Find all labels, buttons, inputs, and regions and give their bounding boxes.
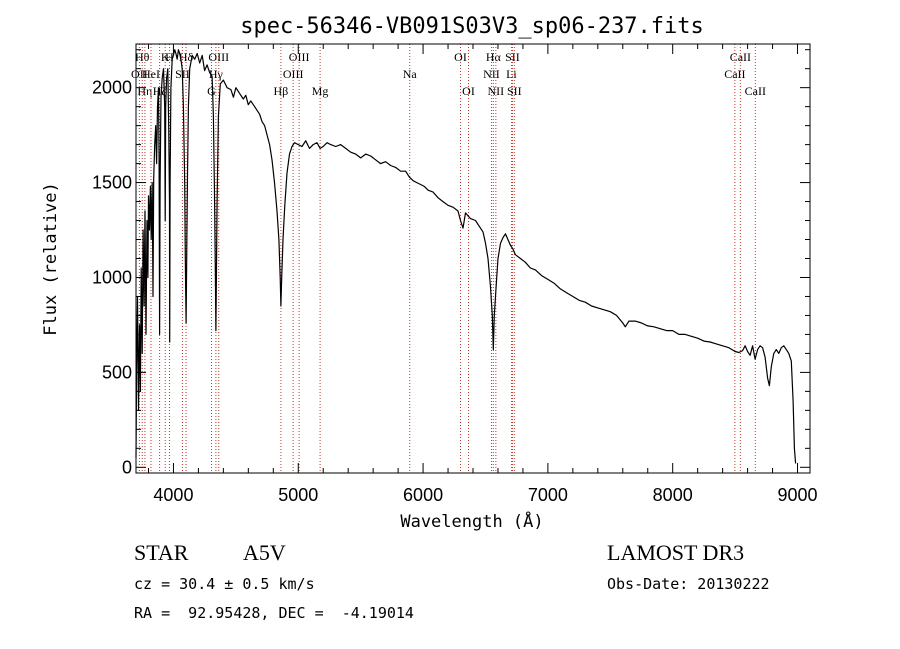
y-tick-label: 500	[102, 362, 132, 382]
x-tick-label: 8000	[653, 485, 693, 505]
spectral-line-label: Li	[506, 67, 517, 81]
spectral-line-label: OI	[454, 50, 467, 64]
chart-title: spec-56346-VB091S03V3_sp06-237.fits	[240, 14, 704, 39]
spectral-line-label: CaII	[730, 50, 751, 64]
x-axis-label: Wavelength (Å)	[400, 510, 543, 532]
spectrum-line	[135, 49, 797, 464]
coordinates: RA = 92.95428, DEC = -4.19014	[134, 604, 414, 622]
spectral-line-label: K	[161, 50, 170, 64]
survey-name: LAMOST DR3	[607, 540, 745, 565]
x-tick-label: 4000	[153, 485, 193, 505]
x-tick-label: 6000	[403, 485, 443, 505]
spectral-line-label: G	[207, 84, 216, 98]
y-axis-label: Flux (relative)	[41, 182, 61, 336]
spectral-line-label: OIII	[208, 50, 229, 64]
redshift-info: cz = 30.4 ± 0.5 km/s	[134, 575, 315, 593]
object-subclass: A5V	[243, 540, 286, 565]
spectral-line-label: OIII	[283, 67, 304, 81]
spectral-line-label: H	[165, 50, 174, 64]
x-tick-label: 7000	[528, 485, 568, 505]
spectral-line-label: OII	[131, 67, 148, 81]
spectral-line-label: HeI	[142, 67, 160, 81]
spectral-line-label: Hδ	[179, 50, 194, 64]
y-tick-label: 0	[122, 457, 132, 477]
spectral-line-label: Hα	[486, 50, 502, 64]
y-tick-label: 2000	[92, 78, 132, 98]
spectral-line-label: Hη	[137, 84, 152, 98]
spectral-line-label: NII	[488, 84, 505, 98]
spectral-line-label: OI	[462, 84, 475, 98]
x-tick-label: 5000	[278, 485, 318, 505]
spectral-line-label: SII	[507, 84, 522, 98]
spectral-line-label: Hθ	[135, 50, 150, 64]
spectral-line-label: CaII	[745, 84, 766, 98]
plot-frame	[135, 43, 811, 474]
x-tick-label: 9000	[777, 485, 817, 505]
spectral-line-label: Hζ	[153, 84, 167, 98]
observation-date: Obs-Date: 20130222	[607, 575, 770, 593]
spectral-line-label: OIII	[289, 50, 310, 64]
y-tick-label: 1000	[92, 267, 132, 287]
plot-area: OIIHθHηHeIHζKHSIIHδGHγOIIIHβOIIIOIIIMgNa…	[92, 43, 818, 505]
spectral-line-label: SII	[505, 50, 520, 64]
spectral-line-label: Hβ	[274, 84, 289, 98]
spectral-line-label: Na	[403, 67, 418, 81]
spectral-line-label: CaII	[724, 67, 745, 81]
spectral-line-label: Mg	[312, 84, 329, 98]
y-tick-label: 1500	[92, 173, 132, 193]
spectral-line-label: NII	[483, 67, 500, 81]
object-class: STAR	[134, 540, 189, 565]
